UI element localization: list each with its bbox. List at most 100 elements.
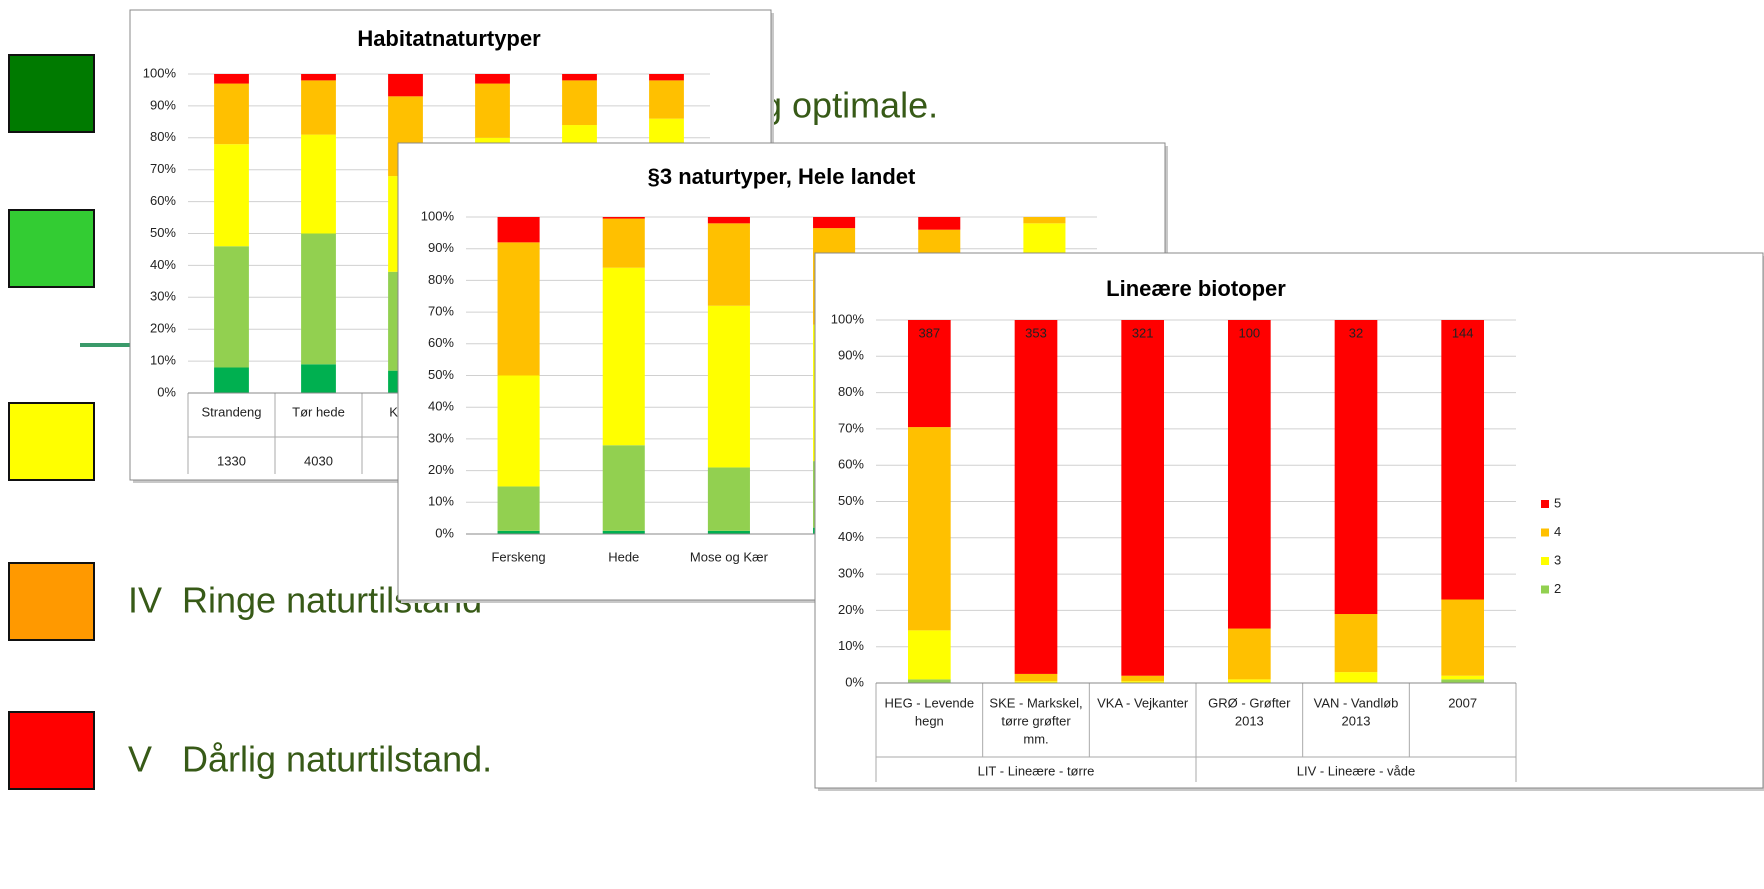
bar-segment <box>497 242 540 376</box>
x-tick-label: VAN - Vandløb <box>1314 695 1399 710</box>
count-label: 144 <box>1452 325 1474 340</box>
bar-segment <box>1334 614 1378 673</box>
y-tick-label: 20% <box>150 321 176 336</box>
x-tick-label: GRØ - Grøfter <box>1208 695 1291 710</box>
x-tick-label: Ferskeng <box>491 549 545 564</box>
bar-segment <box>1121 681 1164 683</box>
x-code-label: 1330 <box>217 453 246 468</box>
count-label: 387 <box>918 325 940 340</box>
y-tick-label: 40% <box>428 399 454 414</box>
bar-segment <box>1334 672 1378 683</box>
bar-segment <box>602 267 645 446</box>
bar-segment <box>908 427 951 631</box>
y-tick-label: 70% <box>838 420 864 435</box>
y-tick-label: 10% <box>428 494 454 509</box>
y-tick-label: 100% <box>421 208 455 223</box>
y-tick-label: 100% <box>831 311 865 326</box>
x-tick-label: tørre grøfter <box>1001 713 1071 728</box>
y-tick-label: 70% <box>428 304 454 319</box>
y-tick-label: 30% <box>150 289 176 304</box>
x-tick-label: Hede <box>608 549 639 564</box>
legend-square <box>8 54 95 133</box>
bar-segment <box>1441 599 1484 676</box>
x-tick-label: mm. <box>1023 731 1048 746</box>
bar-segment <box>1334 320 1378 615</box>
bar-segment <box>649 80 684 119</box>
legend-swatch <box>1541 528 1549 537</box>
x-tick-label: Tør hede <box>292 404 345 419</box>
y-tick-label: 0% <box>435 525 454 540</box>
y-tick-label: 0% <box>845 674 864 689</box>
bar-segment <box>301 80 336 135</box>
legend-square <box>8 711 95 790</box>
y-tick-label: 20% <box>428 462 454 477</box>
count-label: 100 <box>1238 325 1260 340</box>
y-tick-label: 60% <box>838 457 864 472</box>
count-label: 321 <box>1132 325 1154 340</box>
bar-segment <box>1014 320 1058 674</box>
y-tick-label: 50% <box>150 225 176 240</box>
y-tick-label: 50% <box>838 493 864 508</box>
x-tick-label: HEG - Levende <box>885 695 975 710</box>
bar-segment <box>214 367 249 393</box>
bar-segment <box>301 233 336 365</box>
bar-segment <box>1121 675 1164 682</box>
bar-segment <box>475 74 510 84</box>
chart-title: §3 naturtyper, Hele landet <box>648 164 916 189</box>
bar-segment <box>214 144 249 247</box>
bar-segment <box>707 217 750 224</box>
bar-segment <box>813 217 856 229</box>
legend-square <box>8 402 95 481</box>
count-label: 353 <box>1025 325 1047 340</box>
bar-segment <box>1441 320 1484 600</box>
bar-segment <box>602 530 645 534</box>
bar-segment <box>1228 320 1271 629</box>
x-tick-label: hegn <box>915 713 944 728</box>
y-tick-label: 90% <box>838 348 864 363</box>
y-tick-label: 80% <box>428 272 454 287</box>
x-tick-label: 2013 <box>1342 713 1371 728</box>
bar-segment <box>1228 628 1271 680</box>
bar-segment <box>602 217 645 219</box>
x-tick-label: Strandeng <box>202 404 262 419</box>
group-label: LIV - Lineære - våde <box>1297 763 1416 778</box>
bar-segment <box>497 375 540 487</box>
legend-square <box>8 209 95 288</box>
bar-segment <box>301 74 336 81</box>
y-tick-label: 90% <box>428 240 454 255</box>
y-tick-label: 60% <box>428 335 454 350</box>
legend-label: 2 <box>1554 581 1561 596</box>
bar-segment <box>1014 681 1058 683</box>
bar-segment <box>497 486 540 531</box>
chart-frame <box>814 252 1764 789</box>
legend-label: 5 <box>1554 495 1561 510</box>
bar-segment <box>1441 675 1484 680</box>
bar-segment <box>1441 679 1484 683</box>
bar-segment <box>908 630 951 680</box>
y-tick-label: 70% <box>150 161 176 176</box>
bar-segment <box>214 74 249 84</box>
bar-segment <box>707 467 750 531</box>
slide-text: V Dårlig naturtilstand. <box>128 739 492 780</box>
y-tick-label: 60% <box>150 193 176 208</box>
y-tick-label: 90% <box>150 97 176 112</box>
x-tick-label: 2007 <box>1448 695 1477 710</box>
legend-label: 3 <box>1554 552 1561 567</box>
chart-title: Habitatnaturtyper <box>357 26 541 51</box>
chart-title: Lineære biotoper <box>1106 276 1286 301</box>
legend-swatch <box>1541 585 1549 594</box>
bar-segment <box>908 320 951 428</box>
bar-segment <box>707 305 750 468</box>
x-tick-label: 2013 <box>1235 713 1264 728</box>
y-tick-label: 80% <box>150 129 176 144</box>
bar-segment <box>388 74 423 97</box>
legend-label: 4 <box>1554 524 1561 539</box>
x-code-label: 4030 <box>304 453 333 468</box>
bar-segment <box>562 80 597 126</box>
x-tick-label: Mose og Kær <box>690 549 769 564</box>
bar-segment <box>908 679 951 683</box>
count-label: 32 <box>1349 325 1363 340</box>
y-tick-label: 40% <box>838 529 864 544</box>
y-tick-label: 80% <box>838 384 864 399</box>
